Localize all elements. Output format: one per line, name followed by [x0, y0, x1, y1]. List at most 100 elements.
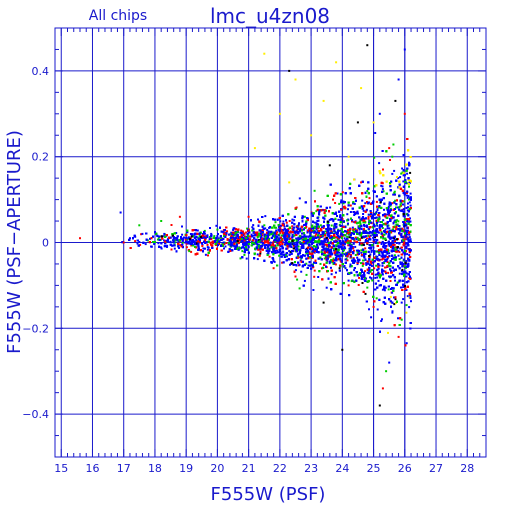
data-point	[210, 238, 213, 240]
data-point	[318, 232, 321, 235]
data-point	[369, 276, 371, 279]
data-point	[240, 247, 243, 250]
data-point	[391, 291, 394, 294]
data-point	[374, 132, 377, 134]
data-point	[386, 227, 389, 230]
data-point	[290, 243, 293, 245]
data-point	[404, 263, 407, 265]
data-point	[203, 232, 206, 235]
data-point	[239, 231, 242, 234]
data-point	[355, 238, 358, 241]
data-point	[367, 260, 370, 263]
data-point	[201, 245, 204, 247]
data-point	[159, 246, 162, 249]
data-point	[341, 252, 344, 255]
data-point	[170, 224, 173, 226]
data-point	[366, 271, 369, 274]
data-point	[387, 205, 390, 208]
data-point	[397, 220, 400, 223]
data-point	[365, 263, 368, 266]
data-point	[372, 246, 375, 249]
data-point	[353, 269, 356, 272]
data-point	[387, 209, 390, 212]
data-point	[408, 233, 411, 236]
data-point	[264, 215, 267, 218]
data-point	[313, 251, 316, 254]
data-point	[353, 178, 356, 181]
data-point	[230, 239, 232, 242]
data-point	[367, 272, 370, 275]
data-point	[348, 236, 351, 239]
data-point	[352, 242, 355, 245]
data-point	[367, 234, 370, 237]
data-point	[333, 232, 336, 235]
data-point	[374, 238, 377, 241]
data-point	[409, 171, 412, 174]
data-point	[280, 224, 282, 227]
data-point	[334, 202, 337, 204]
data-point	[334, 263, 337, 266]
data-point	[387, 271, 390, 274]
data-point	[384, 242, 387, 244]
data-point	[362, 216, 364, 218]
data-point	[289, 231, 292, 234]
data-point	[157, 238, 159, 241]
data-point	[378, 215, 381, 218]
data-point	[397, 177, 400, 180]
data-point	[410, 300, 412, 303]
data-point	[332, 257, 335, 260]
data-point	[395, 228, 398, 231]
data-point	[302, 242, 305, 245]
data-point	[339, 214, 342, 217]
data-point	[363, 218, 366, 220]
data-point	[312, 241, 315, 244]
data-point	[343, 246, 346, 249]
data-point	[256, 253, 259, 256]
data-point	[323, 244, 326, 247]
data-point	[298, 287, 301, 290]
data-point	[407, 219, 410, 222]
data-point	[375, 264, 378, 267]
data-point	[392, 193, 395, 196]
data-point	[377, 267, 380, 270]
data-point	[208, 249, 211, 252]
data-point	[259, 252, 262, 255]
data-point	[225, 242, 228, 244]
data-point	[175, 232, 178, 234]
data-point	[358, 243, 361, 246]
data-point	[405, 304, 408, 307]
data-point	[375, 223, 378, 226]
data-point	[278, 254, 281, 257]
data-point	[313, 221, 316, 224]
data-point	[337, 218, 340, 221]
data-point	[367, 213, 370, 216]
data-point	[323, 243, 325, 246]
data-point	[346, 259, 349, 262]
data-point	[292, 264, 295, 266]
data-point	[328, 218, 331, 221]
data-point	[338, 246, 341, 249]
data-point	[383, 289, 386, 292]
data-point	[360, 244, 363, 247]
data-point	[223, 243, 226, 246]
data-point	[391, 202, 394, 205]
data-point	[360, 251, 363, 254]
data-point	[313, 269, 316, 272]
data-point	[139, 243, 142, 246]
data-point	[346, 241, 349, 244]
data-point	[402, 180, 405, 183]
data-point	[397, 238, 399, 241]
data-point	[381, 188, 384, 191]
data-point	[347, 208, 349, 211]
data-point	[403, 221, 406, 224]
data-point	[406, 253, 409, 256]
data-point	[406, 209, 409, 212]
data-point	[381, 182, 384, 185]
data-point	[405, 231, 408, 233]
data-point	[409, 278, 412, 280]
data-point	[395, 301, 397, 304]
data-point	[236, 235, 239, 238]
data-point	[169, 240, 172, 243]
data-point	[321, 267, 323, 270]
data-point	[313, 231, 316, 234]
